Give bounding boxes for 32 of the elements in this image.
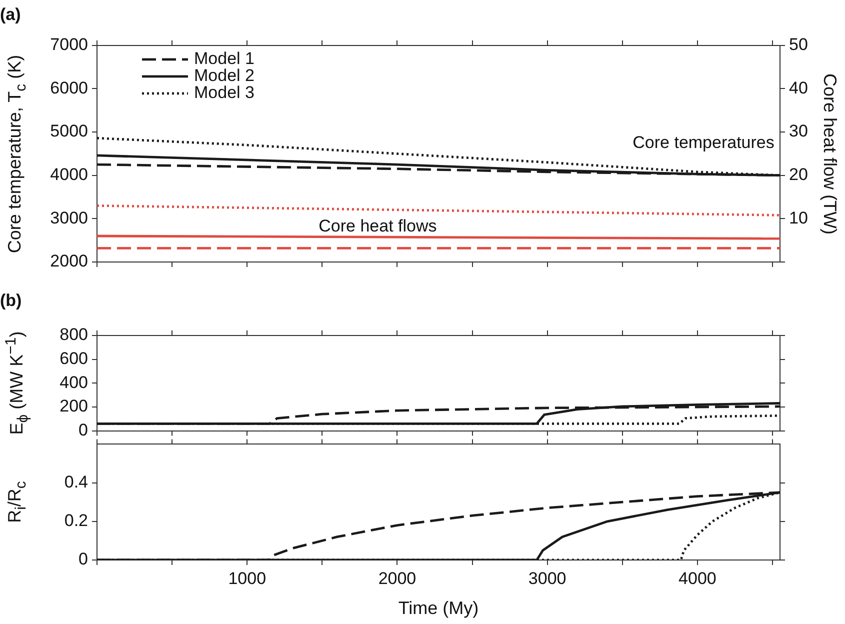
y-tick-label: 0 (78, 420, 88, 440)
y-tick-label: 600 (60, 348, 88, 368)
y2-tick-label: 50 (789, 35, 808, 54)
y-tick-label: 400 (60, 372, 88, 392)
y2-tick-label: 20 (789, 165, 808, 184)
chart-title: (a) (0, 4, 21, 24)
legend-label: Model 2 (194, 66, 254, 86)
y2-tick-label: 10 (789, 208, 808, 228)
y-tick-label: 6000 (50, 78, 88, 98)
y-tick-label: 0.2 (64, 511, 88, 530)
y-tick-label: 200 (60, 396, 88, 416)
y2-tick-label: 30 (789, 122, 808, 141)
annotation: Core temperatures (632, 132, 774, 152)
x-tick-label: 2000 (378, 568, 416, 588)
y-tick-label: 0.4 (64, 472, 88, 492)
annotation: Core heat flows (318, 216, 437, 236)
y-tick-label: 5000 (50, 122, 88, 141)
x-tick-label: 1000 (228, 568, 266, 588)
y-tick-label: 3000 (50, 208, 88, 228)
x-tick-label: 3000 (528, 568, 566, 588)
y2-axis-title: Core heat flow (TW) (820, 73, 840, 234)
x-tick-label: 4000 (678, 568, 716, 588)
legend-label: Model 3 (194, 83, 254, 102)
y-tick-label: 2000 (50, 252, 88, 271)
y-tick-label: 0 (78, 550, 88, 569)
y-tick-label: 4000 (50, 165, 88, 184)
y-tick-label: 800 (60, 325, 88, 344)
y-tick-label: 7000 (50, 35, 88, 54)
y2-tick-label: 40 (789, 78, 808, 98)
legend-label: Model 1 (194, 49, 254, 68)
chart-title: (b) (0, 290, 22, 310)
x-axis-title: Time (My) (398, 598, 479, 618)
